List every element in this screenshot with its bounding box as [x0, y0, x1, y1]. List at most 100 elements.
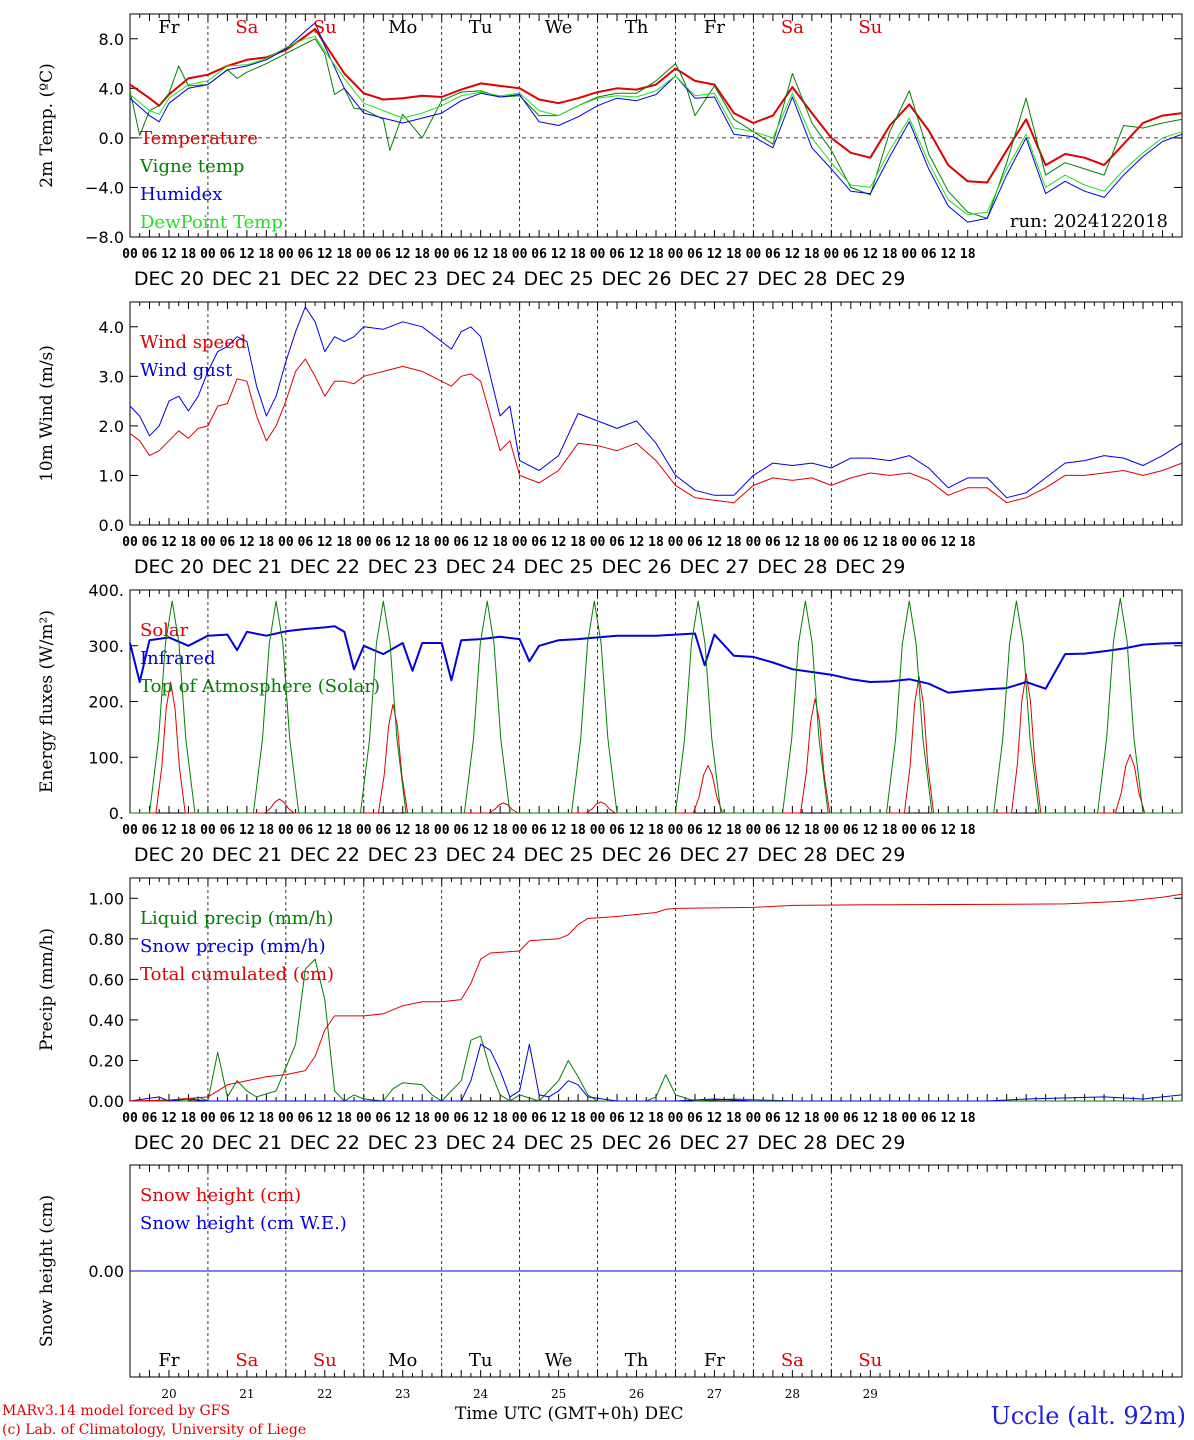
hour-tick-label: 12 — [862, 247, 878, 262]
legend-entry: Snow height (cm) — [140, 1185, 301, 1206]
hour-tick-label: 00 — [901, 247, 917, 262]
day-label: DEC 20 — [134, 1132, 204, 1154]
day-number: 25 — [551, 1387, 566, 1401]
weekday-label: Tu — [469, 1350, 493, 1371]
day-label: DEC 28 — [757, 1132, 827, 1154]
hour-tick-label: 18 — [570, 823, 586, 838]
hour-tick-label: 06 — [453, 1111, 469, 1126]
hour-tick-label: 12 — [317, 247, 333, 262]
hour-tick-label: 18 — [960, 535, 976, 550]
hour-tick-label: 00 — [746, 1111, 762, 1126]
hour-tick-label: 06 — [843, 535, 859, 550]
hour-tick-label: 18 — [181, 823, 197, 838]
hour-tick-label: 00 — [668, 1111, 684, 1126]
x-axis-title: Time UTC (GMT+0h) DEC — [455, 1404, 684, 1424]
hour-tick-label: 06 — [453, 823, 469, 838]
hour-tick-label: 18 — [804, 247, 820, 262]
legend-entry: DewPoint Temp — [140, 212, 283, 233]
hour-tick-label: 18 — [492, 823, 508, 838]
hour-tick-label: 12 — [629, 823, 645, 838]
legend-entry: Wind speed — [140, 332, 246, 353]
y-axis-label: 2m Temp. (ºC) — [37, 63, 57, 188]
weekday-label: Fr — [158, 1350, 179, 1371]
day-label: DEC 28 — [757, 844, 827, 866]
hour-tick-label: 12 — [239, 1111, 255, 1126]
hour-tick-label: 00 — [122, 535, 138, 550]
hour-tick-label: 00 — [746, 535, 762, 550]
y-tick-label: 8.0 — [99, 30, 124, 49]
hour-tick-label: 12 — [161, 823, 177, 838]
hour-tick-label: 18 — [570, 247, 586, 262]
y-tick-label: −4.0 — [85, 178, 124, 197]
hour-tick-label: 00 — [824, 535, 840, 550]
hour-tick-label: 12 — [239, 535, 255, 550]
hour-tick-label: 06 — [220, 535, 236, 550]
hour-tick-label: 18 — [414, 1111, 430, 1126]
hour-tick-label: 18 — [804, 1111, 820, 1126]
footer-credit: (c) Lab. of Climatology, University of L… — [2, 1422, 307, 1438]
weekday-label: Tu — [469, 17, 493, 38]
hour-tick-label: 00 — [668, 823, 684, 838]
day-label: DEC 29 — [835, 1132, 905, 1154]
hour-tick-label: 00 — [434, 247, 450, 262]
day-label: DEC 20 — [134, 844, 204, 866]
legend-entry: Humidex — [140, 184, 222, 205]
hour-tick-label: 12 — [551, 247, 567, 262]
hour-tick-label: 12 — [317, 823, 333, 838]
series-line-2 — [129, 625, 1183, 694]
chart-panel-1: −8.0 −4.0 0.0 4.0 8.0 2m Temp. (ºC) Temperatur… — [37, 13, 1183, 290]
hour-tick-label: 12 — [239, 823, 255, 838]
hour-tick-label: 12 — [161, 1111, 177, 1126]
day-number: 23 — [395, 1387, 410, 1401]
hour-tick-label: 18 — [336, 247, 352, 262]
day-number: 28 — [785, 1387, 800, 1401]
hour-tick-label: 12 — [473, 1111, 489, 1126]
day-label: DEC 28 — [757, 268, 827, 290]
hour-tick-label: 00 — [824, 823, 840, 838]
y-tick-label: 1.00 — [88, 889, 124, 908]
hour-tick-label: 06 — [687, 535, 703, 550]
weekday-label: We — [545, 17, 573, 38]
weekday-label: We — [545, 1350, 573, 1371]
hour-tick-label: 06 — [921, 535, 937, 550]
series-line-3 — [129, 22, 1183, 223]
day-label: DEC 24 — [446, 844, 516, 866]
hour-tick-label: 00 — [901, 1111, 917, 1126]
hour-tick-label: 06 — [765, 535, 781, 550]
hour-tick-label: 06 — [375, 535, 391, 550]
legend-entry: Snow height (cm W.E.) — [140, 1213, 347, 1234]
hour-tick-label: 06 — [765, 247, 781, 262]
day-label: DEC 20 — [134, 268, 204, 290]
day-label: DEC 26 — [601, 268, 671, 290]
hour-tick-label: 00 — [901, 535, 917, 550]
day-label: DEC 26 — [601, 844, 671, 866]
legend-entry: Infrared — [140, 648, 215, 669]
hour-tick-label: 18 — [804, 823, 820, 838]
day-label: DEC 25 — [524, 844, 594, 866]
hour-tick-label: 00 — [668, 535, 684, 550]
hour-tick-label: 00 — [200, 247, 216, 262]
weekday-label: Mo — [388, 1350, 417, 1371]
hour-tick-label: 12 — [707, 535, 723, 550]
hour-tick-label: 06 — [220, 1111, 236, 1126]
hour-tick-label: 18 — [181, 1111, 197, 1126]
hour-tick-label: 12 — [629, 1111, 645, 1126]
hour-tick-label: 00 — [356, 247, 372, 262]
chart-panel-5: 0.00 Snow height (cm) Snow height (cm) Snow… — [37, 1164, 1183, 1401]
y-axis-label: Energy fluxes (W/m²) — [37, 610, 57, 793]
day-label: DEC 22 — [290, 268, 360, 290]
day-label: DEC 26 — [601, 1132, 671, 1154]
chart-panel-3: 0.100.200.300.400.Energy fluxes (W/m²) So… — [37, 581, 1183, 866]
hour-tick-label: 18 — [726, 1111, 742, 1126]
hour-tick-label: 00 — [512, 823, 528, 838]
weekday-label: Fr — [704, 1350, 725, 1371]
hour-tick-label: 06 — [298, 1111, 314, 1126]
hour-tick-label: 12 — [551, 823, 567, 838]
hour-tick-label: 06 — [142, 247, 158, 262]
hour-tick-label: 18 — [882, 535, 898, 550]
hour-tick-label: 12 — [395, 1111, 411, 1126]
hour-tick-label: 00 — [434, 1111, 450, 1126]
hour-tick-label: 06 — [921, 247, 937, 262]
weekday-label: Th — [625, 17, 649, 38]
y-tick-label: 100. — [88, 748, 124, 767]
